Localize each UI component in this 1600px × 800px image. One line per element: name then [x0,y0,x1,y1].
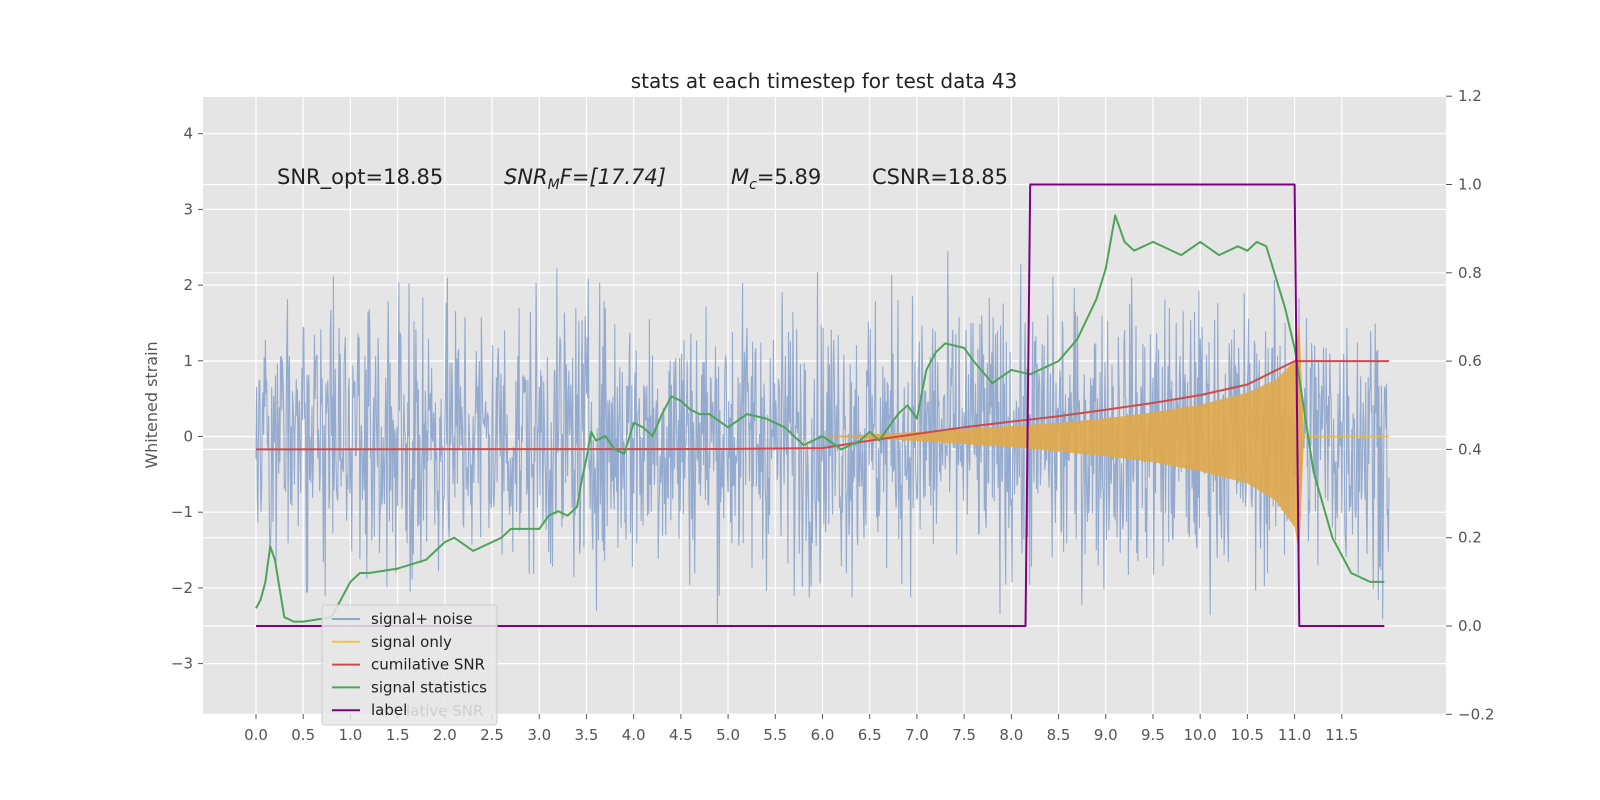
y-axis-label: Whitened strain [142,341,161,468]
snr-mf-annotation: SNRMF=[17.74] [504,165,666,193]
x-tick-label: 7.0 [905,726,929,744]
y-tick-label: −1 [171,503,193,521]
legend-label: signal+ noise [371,610,473,628]
y2-tick-label: 0.0 [1458,617,1482,635]
x-tick-label: 8.0 [999,726,1023,744]
y-tick-label: −2 [171,579,193,597]
x-tick-label: 2.5 [480,726,504,744]
chart-title: stats at each timestep for test data 43 [631,69,1017,93]
y-tick-label: 3 [183,200,193,218]
signal-plus-noise-line [255,251,1390,625]
mc-annotation: Mc=5.89 [731,165,821,193]
y-tick-label: 4 [183,125,193,143]
x-tick-label: 9.0 [1094,726,1118,744]
x-tick-label: 2.0 [433,726,457,744]
x-tick-label: 10.5 [1231,726,1264,744]
x-tick-label: 1.5 [386,726,410,744]
legend-label: label [371,701,407,719]
line-series [255,183,1389,627]
snr-opt-annotation: SNR_opt=18.85 [277,165,443,190]
x-tick-label: 5.5 [763,726,787,744]
y-tick-label: 0 [183,428,193,446]
x-tick-label: 7.5 [952,726,976,744]
cumulative-snr-line [255,360,1389,451]
y2-tick-label: 0.4 [1458,440,1482,458]
csnr-annotation: CSNR=18.85 [872,165,1008,189]
x-tick-label: 11.5 [1325,726,1358,744]
x-tick-label: 6.5 [858,726,882,744]
x-tick-label: 11.0 [1278,726,1311,744]
signal-plus-noise-series [255,251,1390,625]
x-tick-label: 6.0 [811,726,835,744]
signal-statistics-line [255,214,1385,623]
x-tick-label: 8.5 [1047,726,1071,744]
legend-label: cumilative SNR [371,656,485,674]
y2-tick-label: 0.8 [1458,264,1482,282]
x-tick-label: 1.0 [338,726,362,744]
x-tick-label: 0.0 [244,726,268,744]
legend-box [321,604,498,726]
x-tick-label: 3.0 [527,726,551,744]
x-tick-label: 5.0 [716,726,740,744]
y2-tick-label: 1.2 [1458,87,1482,105]
axis-ticks: 0.0 0.5 1.0 1.5 2.0 2.5 3.0 3.5 4.0 4.5 5.0 5.5 6.0 6… [171,87,1495,744]
label-line [256,183,1385,627]
x-tick-label: 4.0 [622,726,646,744]
y-tick-label: −3 [171,655,193,673]
x-tick-label: 0.5 [291,726,315,744]
legend-label: signal only [371,633,452,651]
y-tick-label: 1 [183,352,193,370]
legend-ghost-text: lative SNR [406,702,483,720]
x-tick-label: 3.5 [575,726,599,744]
y-tick-label: 2 [183,276,193,294]
y2-tick-label: −0.2 [1458,705,1494,723]
legend: lative SNR signal+ noise signal only cumil… [321,604,498,726]
y2-tick-label: 1.0 [1458,176,1482,194]
legend-label: signal statistics [371,678,487,696]
y2-tick-label: 0.2 [1458,529,1482,547]
x-tick-label: 4.5 [669,726,693,744]
annotations: SNR_opt=18.85 SNRMF=[17.74] Mc=5.89 CSNR… [277,165,1008,193]
y2-tick-label: 0.6 [1458,352,1482,370]
x-tick-label: 10.0 [1183,726,1216,744]
x-tick-label: 9.5 [1141,726,1165,744]
